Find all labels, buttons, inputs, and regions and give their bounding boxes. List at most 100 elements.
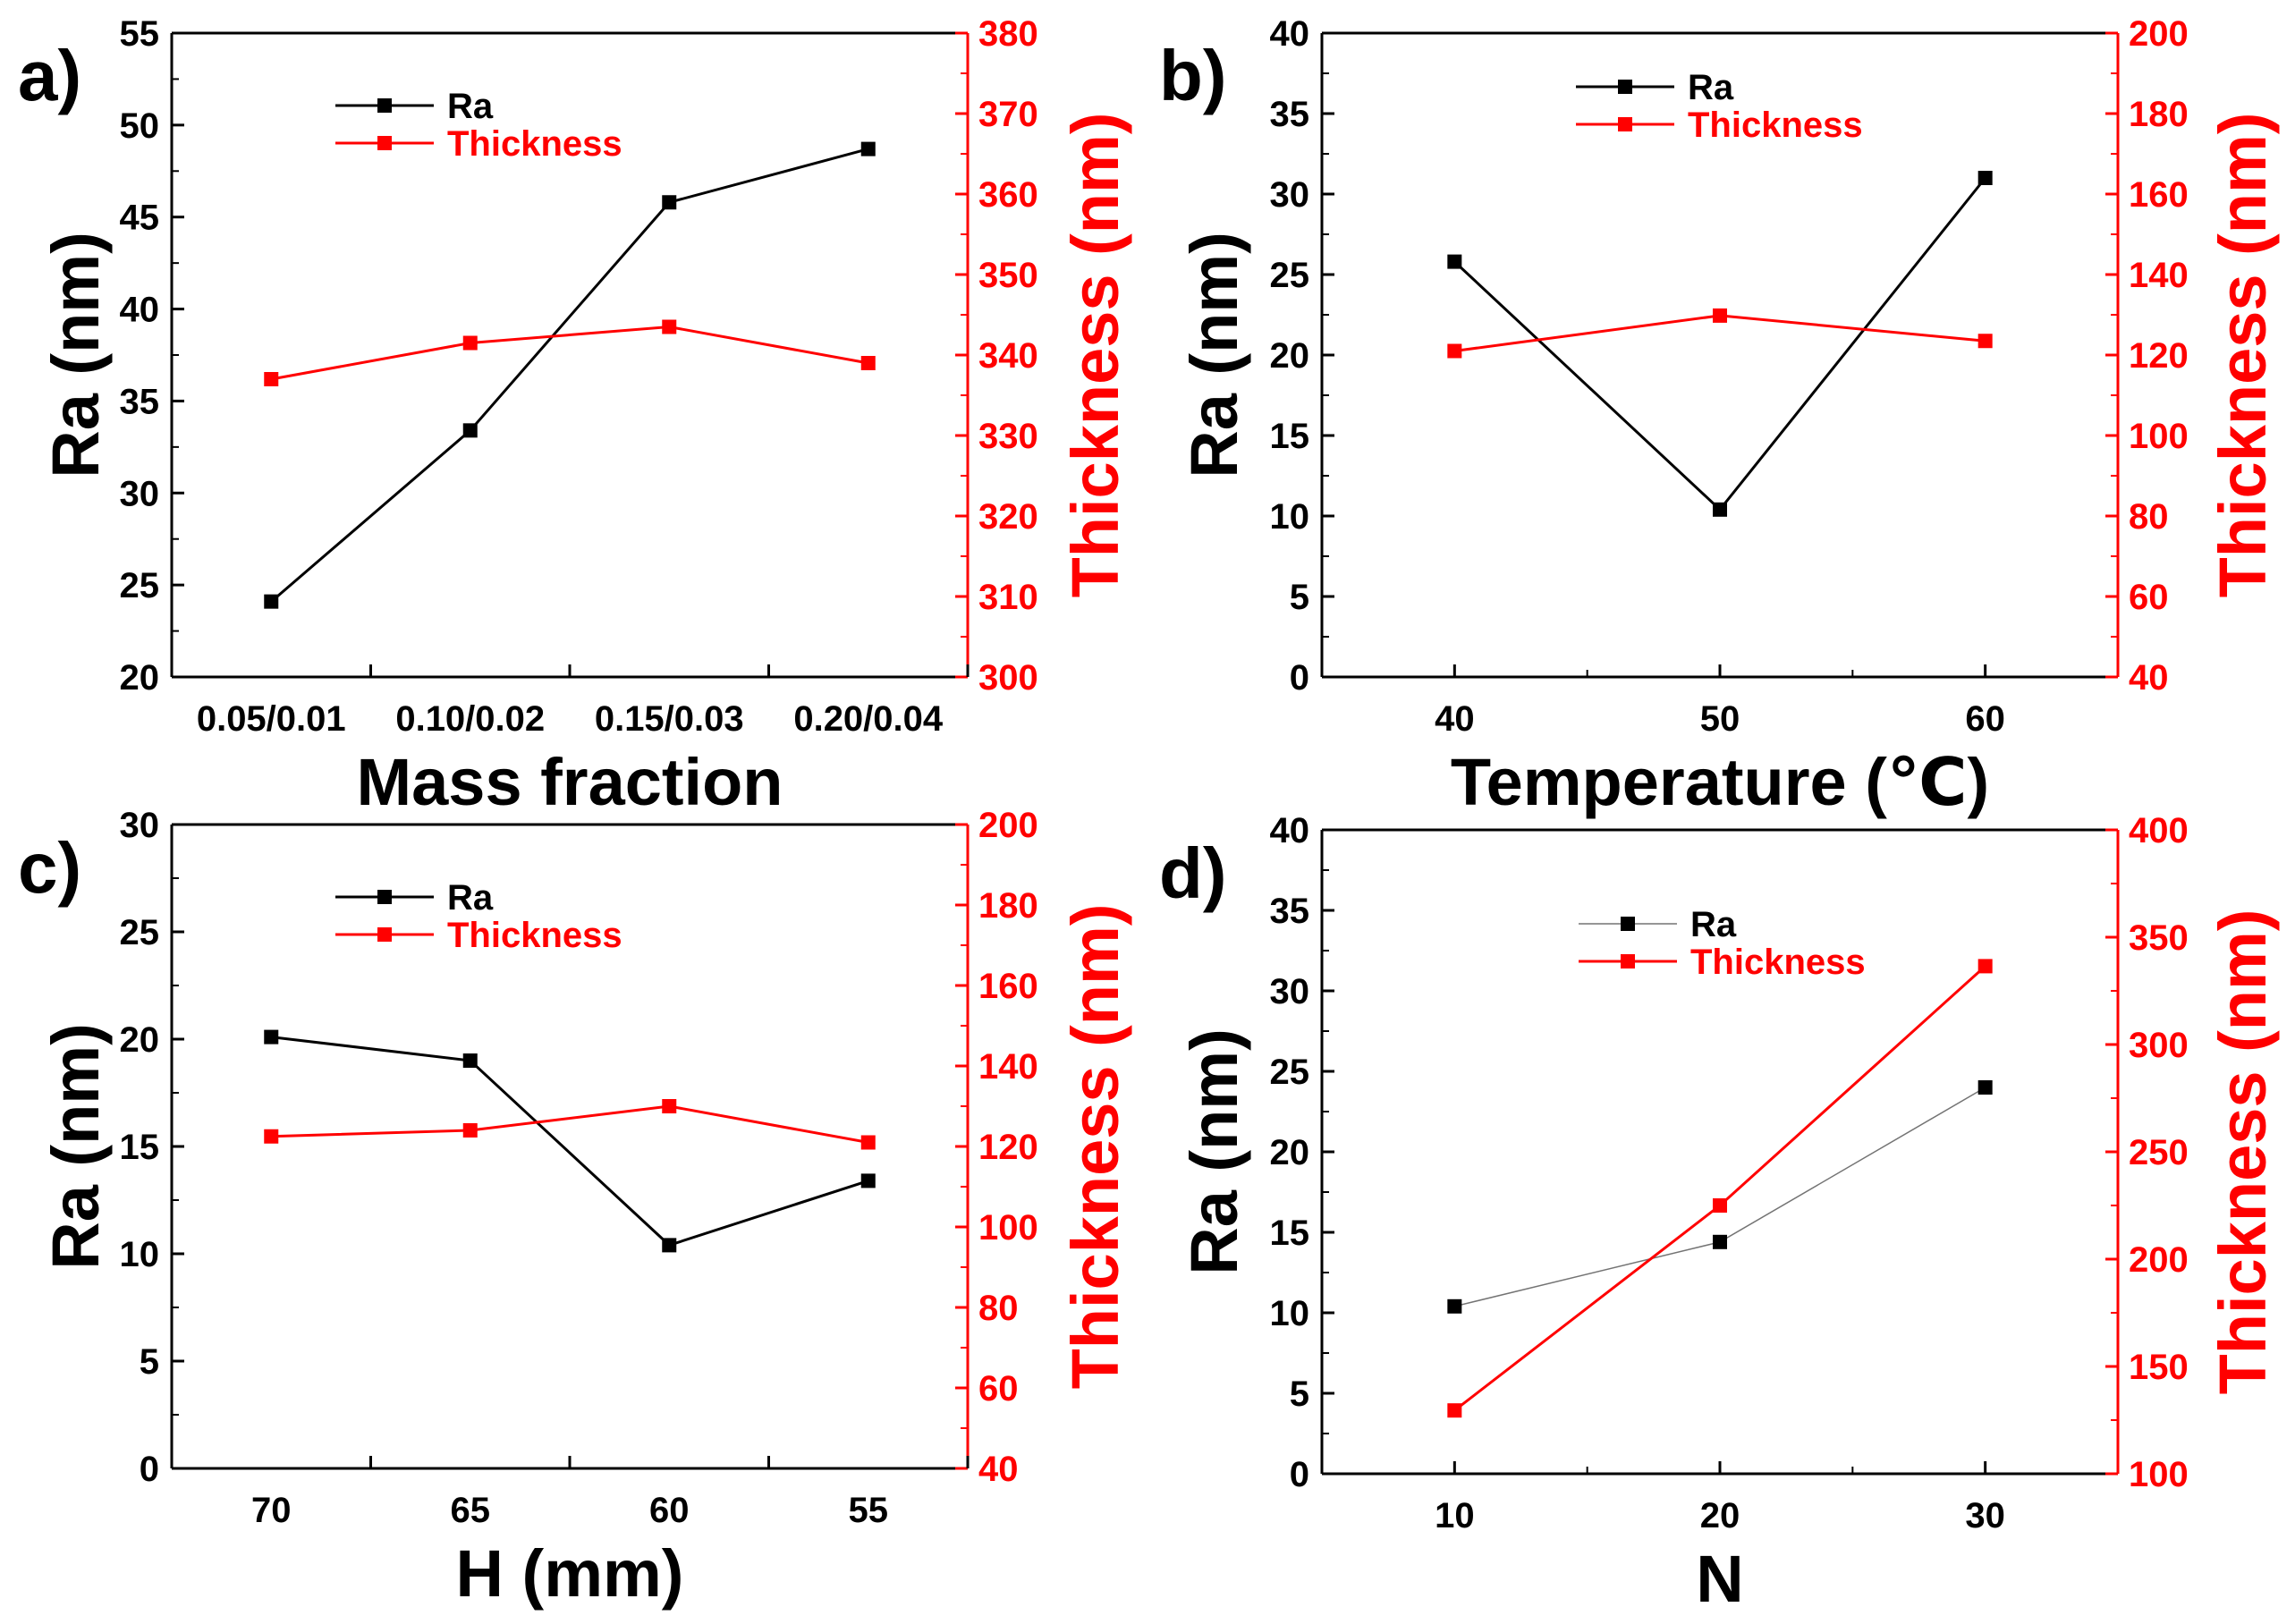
y2-tick-label: 140 xyxy=(978,1047,1038,1087)
data-point-ra xyxy=(462,423,478,438)
y2-tick-label: 100 xyxy=(2129,1455,2189,1494)
panel-label: b) xyxy=(1159,36,1227,115)
series-line-ra xyxy=(1454,1087,1986,1307)
series-line-thickness xyxy=(271,325,869,381)
y-tick-label: 35 xyxy=(1270,95,1310,134)
y-tick-label: 35 xyxy=(120,382,160,421)
y-tick-label: 15 xyxy=(1270,1214,1310,1253)
x-tick-label: 30 xyxy=(1965,1496,2005,1535)
x-tick-label: 60 xyxy=(649,1491,690,1530)
x-tick-label: 0.15/0.03 xyxy=(595,699,744,739)
y-tick-label: 10 xyxy=(1270,497,1310,537)
y2-axis-title: Thickness (nm) xyxy=(2206,113,2280,598)
y-tick-label: 30 xyxy=(1270,972,1310,1011)
data-point-thickness xyxy=(662,319,677,334)
y-tick-label: 20 xyxy=(1270,1133,1310,1172)
legend-label: Ra xyxy=(1688,68,1734,107)
y-axis-title: Ra (nm) xyxy=(38,232,113,478)
y2-tick-label: 400 xyxy=(2129,811,2189,850)
data-point-thickness xyxy=(462,335,478,351)
y2-tick-label: 300 xyxy=(2129,1026,2189,1065)
y2-tick-label: 340 xyxy=(978,336,1038,376)
y-tick-label: 20 xyxy=(120,658,160,698)
y2-tick-label: 120 xyxy=(2129,336,2189,376)
series-line-ra xyxy=(271,1036,869,1248)
data-point-thickness xyxy=(1977,334,1993,349)
series-line-ra xyxy=(1453,177,1986,512)
legend-marker xyxy=(377,927,392,942)
y-tick-label: 15 xyxy=(1270,417,1310,456)
y2-tick-label: 100 xyxy=(978,1208,1038,1248)
y-tick-label: 55 xyxy=(120,14,160,54)
x-tick-label: 55 xyxy=(849,1491,889,1530)
y2-tick-label: 380 xyxy=(978,14,1038,54)
y-tick-label: 25 xyxy=(1270,1053,1310,1092)
y-tick-label: 10 xyxy=(120,1235,160,1274)
y-axis-title: Ra (nm) xyxy=(1177,1028,1251,1274)
data-point-ra xyxy=(1977,171,1993,185)
x-axis-title: Temperature (℃) xyxy=(1451,745,1989,819)
panel-label: d) xyxy=(1159,833,1227,913)
data-point-ra xyxy=(1713,502,1727,517)
y-tick-label: 25 xyxy=(120,566,160,605)
y-tick-label: 20 xyxy=(1270,336,1310,376)
data-point-thickness xyxy=(860,356,876,370)
data-point-ra xyxy=(264,594,279,609)
y-tick-label: 5 xyxy=(140,1342,159,1382)
legend-label: Thickness xyxy=(447,124,622,164)
y2-tick-label: 140 xyxy=(2129,256,2189,295)
chart-panel-4: 0 5 10 15 20 25 30 35 40 100 150 200 250 300 350 400 10 2… xyxy=(1159,811,2280,1616)
y-tick-label: 0 xyxy=(1290,658,1309,698)
y2-tick-label: 60 xyxy=(2129,578,2169,617)
data-point-thickness xyxy=(860,1135,876,1150)
y-tick-label: 5 xyxy=(1290,1374,1309,1414)
y-tick-label: 50 xyxy=(120,106,160,146)
legend-label: Ra xyxy=(447,878,494,918)
y2-tick-label: 320 xyxy=(978,497,1038,537)
legend-marker xyxy=(377,136,392,150)
y-tick-label: 30 xyxy=(1270,175,1310,215)
data-point-thickness xyxy=(264,1129,279,1144)
x-axis-title: Mass fraction xyxy=(356,745,783,819)
y2-tick-label: 160 xyxy=(978,967,1038,1006)
data-point-ra xyxy=(1977,1080,1993,1095)
x-tick-label: 0.10/0.02 xyxy=(395,699,545,739)
y-tick-label: 45 xyxy=(120,199,160,238)
legend-marker xyxy=(1618,80,1632,94)
y-tick-label: 35 xyxy=(1270,892,1310,931)
legend-marker xyxy=(1618,117,1632,131)
y2-tick-label: 330 xyxy=(978,417,1038,456)
y2-tick-label: 120 xyxy=(978,1128,1038,1167)
x-tick-label: 20 xyxy=(1700,1496,1740,1535)
y2-tick-label: 180 xyxy=(2129,95,2189,134)
series-line-thickness xyxy=(271,1104,869,1144)
y-axis-title: Ra (nm) xyxy=(38,1023,113,1269)
y2-tick-label: 200 xyxy=(2129,14,2189,54)
data-point-thickness xyxy=(462,1123,478,1138)
y2-tick-label: 160 xyxy=(2129,175,2189,215)
legend-marker xyxy=(377,98,392,113)
y2-tick-label: 360 xyxy=(978,175,1038,215)
y2-tick-label: 80 xyxy=(2129,497,2169,537)
legend-marker xyxy=(1621,954,1635,968)
x-tick-label: 0.05/0.01 xyxy=(197,699,346,739)
data-point-ra xyxy=(662,1238,677,1253)
chart-panel-3: 0 5 10 15 20 25 30 40 60 80 100 120 140 160 180 200 70 65… xyxy=(18,806,1132,1611)
data-point-thickness xyxy=(1447,343,1462,359)
y-tick-label: 15 xyxy=(120,1128,160,1167)
y-tick-label: 0 xyxy=(1290,1455,1309,1494)
y2-tick-label: 250 xyxy=(2129,1133,2189,1172)
y-tick-label: 25 xyxy=(120,913,160,952)
y2-tick-label: 40 xyxy=(978,1450,1019,1489)
y2-tick-label: 200 xyxy=(978,806,1038,845)
y2-tick-label: 350 xyxy=(2129,918,2189,958)
x-tick-label: 60 xyxy=(1965,699,2005,739)
y2-tick-label: 200 xyxy=(2129,1240,2189,1280)
x-tick-label: 50 xyxy=(1700,699,1740,739)
chart-panel-1: 20 25 30 35 40 45 50 55 300 310 320 330 340 350 360 370… xyxy=(18,14,1132,819)
y2-tick-label: 180 xyxy=(978,886,1038,926)
